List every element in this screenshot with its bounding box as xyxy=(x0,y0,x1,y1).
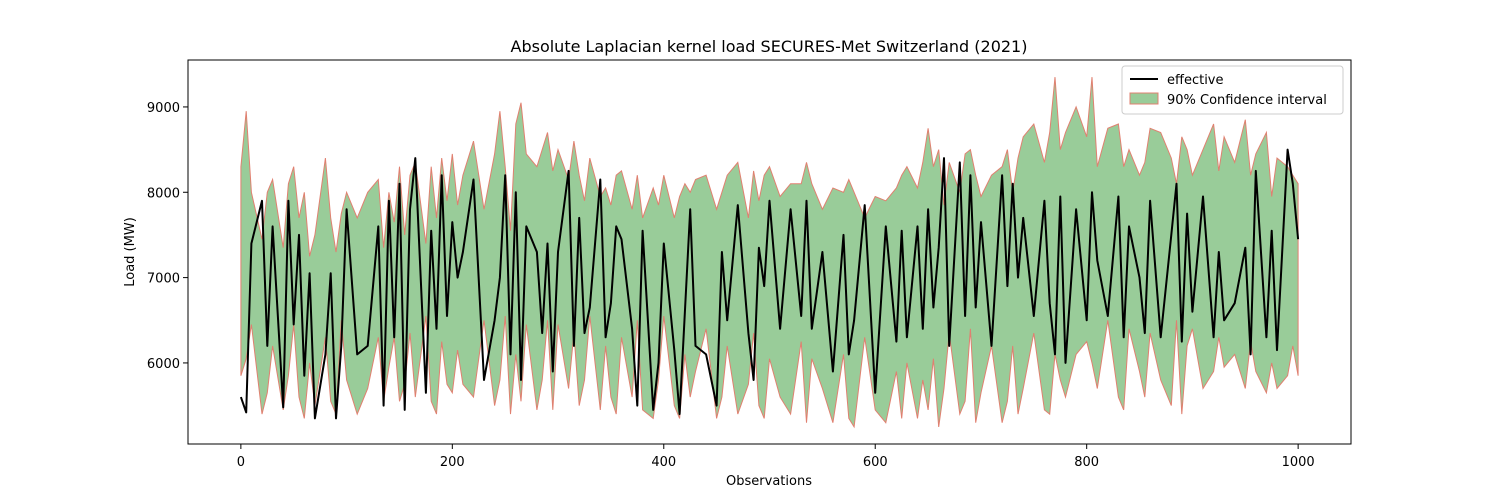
plot-area xyxy=(239,77,1300,429)
y-tick-label: 8000 xyxy=(147,186,180,201)
x-tick-label: 600 xyxy=(863,455,888,470)
chart-title: Absolute Laplacian kernel load SECURES-M… xyxy=(511,37,1028,56)
x-tick-label: 1000 xyxy=(1282,455,1315,470)
y-tick-label: 7000 xyxy=(147,272,180,287)
legend-box xyxy=(1121,65,1344,115)
plot-frame xyxy=(187,59,1352,445)
confidence-interval-band xyxy=(240,77,1299,429)
x-tick-label: 800 xyxy=(1074,455,1099,470)
x-tick-label: 200 xyxy=(440,455,465,470)
effective-line xyxy=(239,148,1300,420)
legend-effective-label: effective xyxy=(1167,73,1224,88)
x-axis: 0 200 400 600 800 1000 xyxy=(237,444,1315,470)
legend-confidence-swatch xyxy=(1129,92,1159,105)
x-tick-label: 400 xyxy=(651,455,676,470)
y-tick-label: 6000 xyxy=(147,357,180,372)
legend: effective 90% Confidence interval xyxy=(1121,65,1344,115)
y-axis-title: Load (MW) xyxy=(123,217,138,287)
x-axis-title: Observations xyxy=(726,474,812,489)
legend-confidence-label: 90% Confidence interval xyxy=(1167,93,1327,108)
y-axis: 6000 7000 8000 9000 xyxy=(147,101,188,372)
y-tick-label: 9000 xyxy=(147,101,180,116)
x-tick-label: 0 xyxy=(237,455,245,470)
